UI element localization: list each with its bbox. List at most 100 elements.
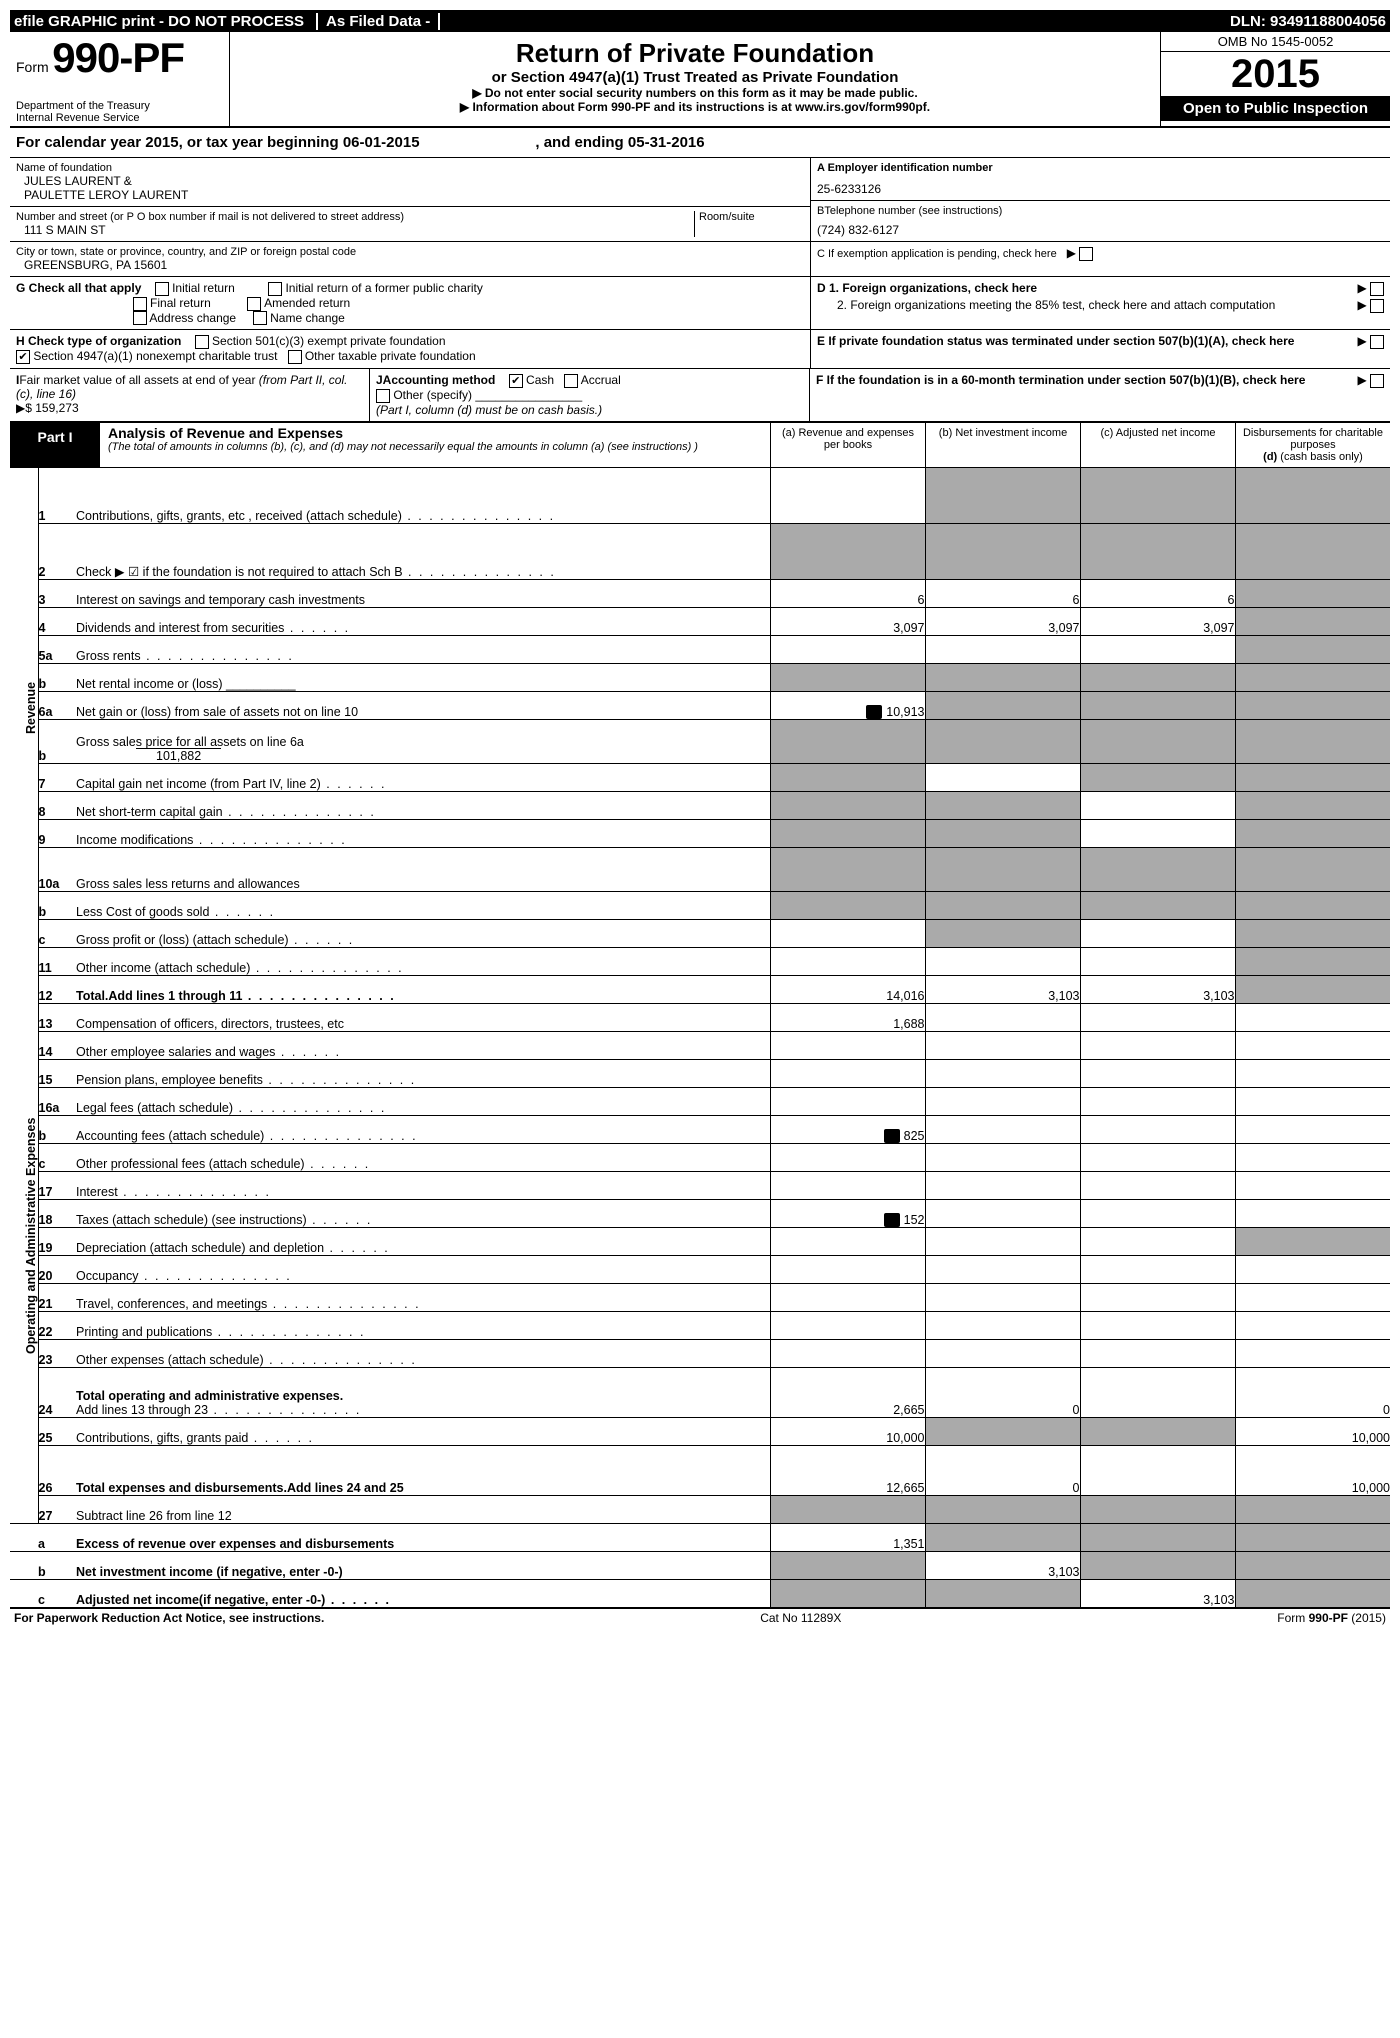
catalog-no: Cat No 11289X xyxy=(760,1611,841,1625)
line-4-a: 3,097 xyxy=(770,608,925,636)
side-revenue: Revenue xyxy=(10,468,38,948)
line-10b-num: b xyxy=(38,892,76,920)
cb-accrual[interactable] xyxy=(564,374,578,388)
j-label: JAccounting method xyxy=(376,373,495,387)
j-note: (Part I, column (d) must be on cash basi… xyxy=(376,403,602,417)
line-26-b: 0 xyxy=(925,1446,1080,1496)
part1-note: (The total of amounts in columns (b), (c… xyxy=(108,441,762,453)
cb-addrchg[interactable] xyxy=(133,311,147,325)
d2: 2. Foreign organizations meeting the 85%… xyxy=(837,298,1275,312)
part1-header: Part I Analysis of Revenue and Expenses … xyxy=(10,423,1390,468)
line-6b: Gross sales price for all assets on line… xyxy=(76,735,304,749)
line-5a: Gross rents xyxy=(76,649,294,663)
attachment-icon[interactable] xyxy=(884,1129,900,1143)
line-9: Income modifications xyxy=(76,833,347,847)
foundation-name1: JULES LAURENT & xyxy=(16,174,804,188)
j-accrual: Accrual xyxy=(581,373,621,387)
attachment-icon[interactable] xyxy=(866,705,882,719)
line-3-a: 6 xyxy=(770,580,925,608)
line-24-d: 0 xyxy=(1235,1368,1390,1418)
cb-other-acct[interactable] xyxy=(376,389,390,403)
cb-f[interactable] xyxy=(1370,374,1384,388)
h-label: H Check type of organization xyxy=(16,334,181,348)
cy-prefix: For calendar year 2015, or tax year begi… xyxy=(16,134,343,151)
g-o1: Initial return xyxy=(172,281,235,295)
col-c-head: (c) Adjusted net income xyxy=(1080,423,1235,467)
part1-title: Analysis of Revenue and Expenses xyxy=(108,425,762,441)
attachment-icon[interactable] xyxy=(884,1213,900,1227)
cy-end: 05-31-2016 xyxy=(628,134,705,151)
line-24-sub: Add lines 13 through 23 xyxy=(76,1403,361,1417)
open-public: Open to Public Inspection xyxy=(1161,96,1390,121)
side-expenses: Operating and Administrative Expenses xyxy=(10,948,38,1524)
dept-irs: Internal Revenue Service xyxy=(16,112,223,124)
line-25-num: 25 xyxy=(38,1418,76,1446)
addr-value: 111 S MAIN ST xyxy=(16,223,694,237)
line-5b: Net rental income or (loss) __________ xyxy=(76,677,296,691)
h-o2: Section 4947(a)(1) nonexempt charitable … xyxy=(33,349,277,363)
cb-d2[interactable] xyxy=(1370,299,1384,313)
cb-e[interactable] xyxy=(1370,335,1384,349)
city-label: City or town, state or province, country… xyxy=(16,246,804,258)
d1: D 1. Foreign organizations, check here xyxy=(817,281,1037,295)
cb-final[interactable] xyxy=(133,297,147,311)
calendar-year-line: For calendar year 2015, or tax year begi… xyxy=(10,128,1390,158)
g-o2: Initial return of a former public charit… xyxy=(285,281,482,295)
line-10b: Less Cost of goods sold xyxy=(76,905,275,919)
cb-namechg[interactable] xyxy=(253,311,267,325)
line-27a-num: a xyxy=(38,1524,76,1552)
cb-amended[interactable] xyxy=(247,297,261,311)
line-11: Other income (attach schedule) xyxy=(76,961,404,975)
name-label: Name of foundation xyxy=(16,162,804,174)
line-27b-num: b xyxy=(38,1552,76,1580)
line-16b: Accounting fees (attach schedule) xyxy=(76,1129,418,1143)
cb-cash[interactable]: ✔ xyxy=(509,374,523,388)
h-o1: Section 501(c)(3) exempt private foundat… xyxy=(212,334,445,348)
line-21-num: 21 xyxy=(38,1284,76,1312)
line-14-num: 14 xyxy=(38,1032,76,1060)
line-12: Total.Add lines 1 through 11 xyxy=(76,989,396,1003)
line-17-num: 17 xyxy=(38,1172,76,1200)
line-1-num: 1 xyxy=(38,468,76,524)
line-16c-num: c xyxy=(38,1144,76,1172)
cb-4947[interactable]: ✔ xyxy=(16,350,30,364)
line-6a-num: 6a xyxy=(38,692,76,720)
line-26-a: 12,665 xyxy=(770,1446,925,1496)
line-23: Other expenses (attach schedule) xyxy=(76,1353,417,1367)
fmv-accounting: IFair market value of all assets at end … xyxy=(10,369,1390,423)
checkbox-c[interactable] xyxy=(1079,247,1093,261)
cb-initial-former[interactable] xyxy=(268,282,282,296)
line-8: Net short-term capital gain xyxy=(76,805,376,819)
line-27: Subtract line 26 from line 12 xyxy=(76,1509,232,1523)
col-a-head: (a) Revenue and expenses per books xyxy=(770,423,925,467)
line-12-a: 14,016 xyxy=(770,976,925,1004)
line-16b-a: 825 xyxy=(904,1129,925,1143)
line-27a: Excess of revenue over expenses and disb… xyxy=(76,1537,394,1551)
line-22-num: 22 xyxy=(38,1312,76,1340)
cb-other-tax[interactable] xyxy=(288,350,302,364)
line-27c-num: c xyxy=(38,1580,76,1608)
line-4-c: 3,097 xyxy=(1080,608,1235,636)
line-12-num: 12 xyxy=(38,976,76,1004)
foundation-name2: PAULETTE LEROY LAURENT xyxy=(16,188,804,202)
line-2: Check ▶ ☑ if the foundation is not requi… xyxy=(76,565,556,579)
cb-d1[interactable] xyxy=(1370,282,1384,296)
omb-number: OMB No 1545-0052 xyxy=(1161,32,1390,52)
line-7-num: 7 xyxy=(38,764,76,792)
phone-label: BTelephone number (see instructions) xyxy=(817,205,1384,217)
line-9-num: 9 xyxy=(38,820,76,848)
line-7: Capital gain net income (from Part IV, l… xyxy=(76,777,386,791)
line-11-num: 11 xyxy=(38,948,76,976)
line-21: Travel, conferences, and meetings xyxy=(76,1297,421,1311)
line-18-a: 152 xyxy=(904,1213,925,1227)
line-27c: Adjusted net income(if negative, enter -… xyxy=(76,1593,391,1607)
form-prefix: Form xyxy=(16,59,49,75)
cy-mid: , and ending xyxy=(424,134,624,151)
cb-initial[interactable] xyxy=(155,282,169,296)
line-6b-val: 101,882 xyxy=(136,748,221,763)
h-o3: Other taxable private foundation xyxy=(305,349,476,363)
line-22: Printing and publications xyxy=(76,1325,365,1339)
entity-info: Name of foundation JULES LAURENT & PAULE… xyxy=(10,158,1390,277)
line-18: Taxes (attach schedule) (see instruction… xyxy=(76,1213,372,1227)
cb-501c3[interactable] xyxy=(195,335,209,349)
